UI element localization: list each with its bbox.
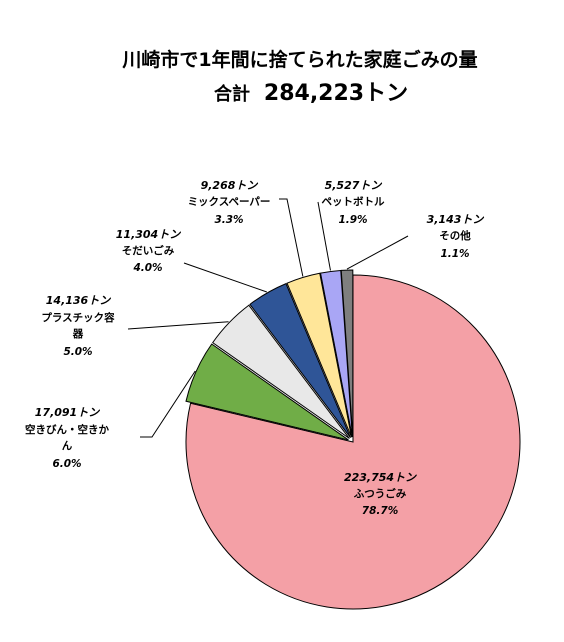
slice-name-label: ミックスペーパー — [188, 196, 271, 208]
slice-name-label: ふつうごみ — [354, 487, 407, 500]
slice-value-label: 3,143トン — [427, 213, 485, 226]
slice-percent-label: 6.0% — [52, 458, 81, 470]
slice-bin-kan — [185, 343, 349, 441]
slice-name-label: プラスチック容 — [41, 311, 115, 324]
slice-value-label: 14,136トン — [46, 294, 111, 307]
slice-percent-label: 1.9% — [338, 214, 367, 226]
leader-plastic — [127, 321, 229, 330]
leader-lines — [127, 198, 409, 438]
slice-name-label: ペットボトル — [322, 195, 385, 208]
pie-slices — [185, 269, 521, 610]
chart-title: 川崎市で1年間に捨てられた家庭ごみの量 — [121, 48, 477, 71]
slice-percent-label: 1.1% — [440, 248, 469, 260]
label-futsu-gomi: 223,754トン ふつうごみ 78.7% — [344, 471, 417, 517]
total-label: 合計 — [214, 83, 250, 105]
label-bin-kan: 17,091トン 空きびん・空きか ん 6.0% — [25, 406, 109, 470]
leader-sonota — [346, 235, 409, 270]
slice-value-label: 223,754トン — [344, 471, 417, 484]
leader-sodai — [183, 262, 267, 293]
total-value: 284,223トン — [264, 81, 408, 106]
leader-mix-paper — [279, 198, 304, 277]
slice-sonota — [340, 269, 354, 438]
label-sodai: 11,304トン そだいごみ 4.0% — [116, 228, 181, 274]
slice-sodai — [249, 282, 351, 438]
slice-name-label: そだいごみ — [122, 244, 175, 257]
slice-value-label: 11,304トン — [116, 228, 181, 241]
slice-futsu-gomi — [185, 274, 521, 610]
label-plastic: 14,136トン プラスチック容 器 5.0% — [41, 294, 115, 358]
label-sonota: 3,143トン その他 1.1% — [427, 213, 485, 260]
slice-name-label: 器 — [72, 328, 84, 340]
slice-percent-label: 3.3% — [214, 214, 243, 226]
slice-percent-label: 78.7% — [362, 505, 398, 517]
leader-pet-bottle — [317, 201, 331, 271]
slice-percent-label: 4.0% — [132, 262, 162, 274]
slice-name-label: 空きびん・空きか — [25, 423, 109, 436]
leader-bin-kan — [140, 370, 196, 438]
slice-value-label: 17,091トン — [35, 406, 100, 419]
label-mix-paper: 9,268トン ミックスペーパー 3.3% — [188, 179, 271, 226]
slice-name-label: ん — [62, 440, 73, 452]
slice-plastic — [212, 304, 350, 439]
slice-percent-label: 5.0% — [63, 346, 92, 358]
slice-name-label: その他 — [439, 229, 471, 242]
slice-value-label: 5,527トン — [325, 179, 383, 192]
slice-value-label: 9,268トン — [201, 179, 259, 192]
label-pet-bottle: 5,527トン ペットボトル 1.9% — [322, 179, 385, 226]
slice-mix-paper — [286, 272, 353, 438]
